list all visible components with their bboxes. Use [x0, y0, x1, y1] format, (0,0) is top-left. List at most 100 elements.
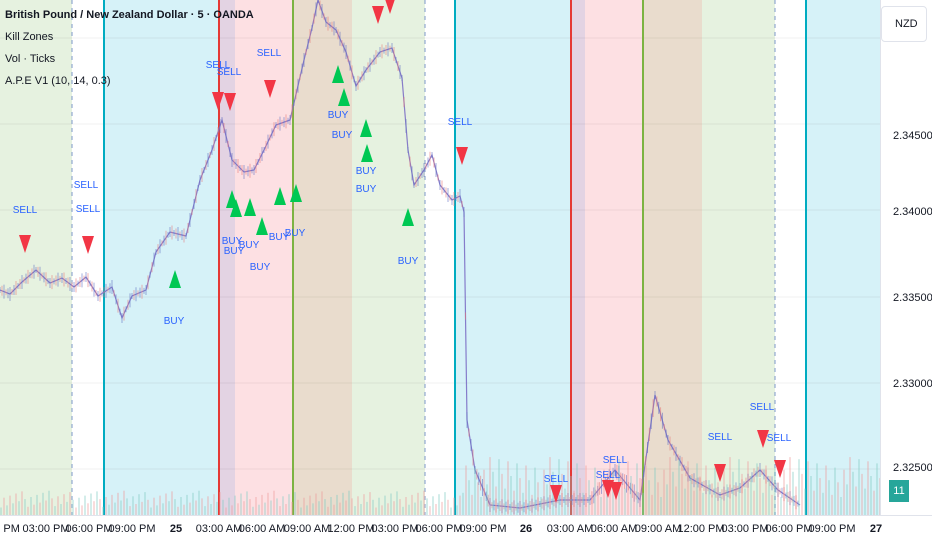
time-label: 03:00 PM	[371, 523, 419, 535]
volume-bar	[207, 496, 209, 515]
volume-bar	[327, 506, 329, 515]
volume-bar	[501, 473, 503, 515]
volume-bar	[351, 498, 353, 515]
volume-bar	[243, 501, 245, 515]
volume-bar	[801, 473, 803, 515]
volume-bar	[753, 490, 755, 515]
volume-bar	[435, 504, 437, 515]
volume-bar	[366, 501, 368, 515]
volume-bar	[345, 500, 347, 515]
volume-bar	[738, 459, 740, 515]
volume-bar	[846, 484, 848, 515]
sell-signal-label: SELL	[216, 67, 242, 78]
volume-bar	[6, 505, 8, 515]
volume-bar	[429, 506, 431, 515]
volume-bar	[462, 492, 464, 515]
volume-bar	[210, 504, 212, 515]
volume-bar	[228, 497, 230, 515]
volume-bar	[582, 492, 584, 515]
volume-bar	[141, 501, 143, 515]
volume-bar	[336, 494, 338, 515]
time-label: 09:00 PM	[108, 523, 156, 535]
price-tick: 2.34000	[893, 206, 932, 218]
currency-box[interactable]	[881, 6, 927, 42]
volume-bar	[384, 495, 386, 515]
volume-bar	[654, 467, 656, 515]
volume-bar	[261, 494, 263, 515]
time-label: 03:00 AM	[195, 523, 243, 535]
volume-bar	[399, 499, 401, 515]
volume-bar	[75, 507, 77, 515]
volume-bar	[432, 496, 434, 515]
volume-bar	[528, 480, 530, 515]
volume-bar	[483, 469, 485, 515]
volume-bar	[522, 492, 524, 515]
volume-bar	[621, 473, 623, 515]
volume-bar	[594, 467, 596, 515]
price-axis[interactable]: NZD 2.34500 2.34000 2.33500 2.33000 2.32…	[880, 0, 932, 515]
volume-bar	[180, 497, 182, 515]
volume-bar	[24, 499, 26, 515]
indicator-ape[interactable]: A.P.E V1 (10, 14, 0.3)	[5, 75, 111, 87]
price-tick: 2.33500	[893, 292, 932, 304]
volume-bar	[156, 505, 158, 515]
volume-bar	[426, 498, 428, 515]
sell-signal-label: SELL	[447, 117, 473, 128]
volume-bar	[453, 497, 455, 515]
session-zone	[643, 0, 702, 515]
volume-bar	[699, 478, 701, 515]
symbol-title[interactable]: British Pound / New Zealand Dollar · 5 ·…	[5, 9, 254, 21]
volume-bar	[132, 496, 134, 515]
volume-bar	[708, 480, 710, 515]
volume-bar	[798, 459, 800, 515]
volume-bar	[741, 473, 743, 515]
sell-signal-label: SELL	[256, 48, 282, 59]
volume-bar	[63, 494, 65, 515]
sell-signal-marker	[224, 93, 236, 111]
volume-bar	[576, 463, 578, 515]
time-label: 06:00 PM	[415, 523, 463, 535]
volume-bar	[225, 507, 227, 515]
volume-bar	[876, 463, 878, 515]
volume-bar	[138, 494, 140, 515]
buy-signal-label: BUY	[238, 240, 260, 251]
price-tick: 2.32500	[893, 462, 932, 474]
volume-bar	[90, 493, 92, 515]
volume-bar	[825, 465, 827, 515]
volume-bar	[657, 482, 659, 515]
volume-bar	[3, 497, 5, 515]
time-label: 09:00 PM	[459, 523, 507, 535]
volume-bar	[642, 492, 644, 515]
volume-bar	[768, 480, 770, 515]
volume-bar	[579, 478, 581, 515]
indicator-kill-zones[interactable]: Kill Zones	[5, 31, 54, 43]
volume-bar	[114, 502, 116, 515]
volume-bar	[393, 501, 395, 515]
volume-bar	[705, 465, 707, 515]
volume-bar	[762, 492, 764, 515]
volume-bar	[300, 507, 302, 515]
volume-bar	[219, 492, 221, 515]
volume-bar	[246, 491, 248, 515]
volume-bar	[150, 507, 152, 515]
time-label: 03:00 PM	[721, 523, 769, 535]
sell-signal-label: SELL	[73, 180, 99, 191]
time-label: 09:00 AM	[283, 523, 331, 535]
volume-bar	[303, 497, 305, 515]
chart-area[interactable]: SELL SELL SELL SELL SELL SELL SELL SELL SELL SELL…	[0, 0, 880, 515]
chart-canvas[interactable]	[0, 0, 880, 515]
sell-signal-marker	[714, 464, 726, 482]
volume-bar	[597, 482, 599, 515]
volume-bar	[72, 499, 74, 515]
sell-signal-label: SELL	[602, 455, 628, 466]
time-axis[interactable]: 00 PM 03:00 PM 06:00 PM 09:00 PM 25 03:0…	[0, 515, 932, 551]
volume-bar	[624, 488, 626, 515]
volume-bar	[849, 457, 851, 515]
indicator-volume[interactable]: Vol · Ticks	[5, 53, 56, 65]
volume-bar	[480, 497, 482, 515]
volume-bar	[216, 501, 218, 515]
volume-bar	[234, 495, 236, 515]
volume-bar	[279, 506, 281, 515]
sell-signal-marker	[82, 236, 94, 254]
volume-bar	[54, 506, 56, 515]
